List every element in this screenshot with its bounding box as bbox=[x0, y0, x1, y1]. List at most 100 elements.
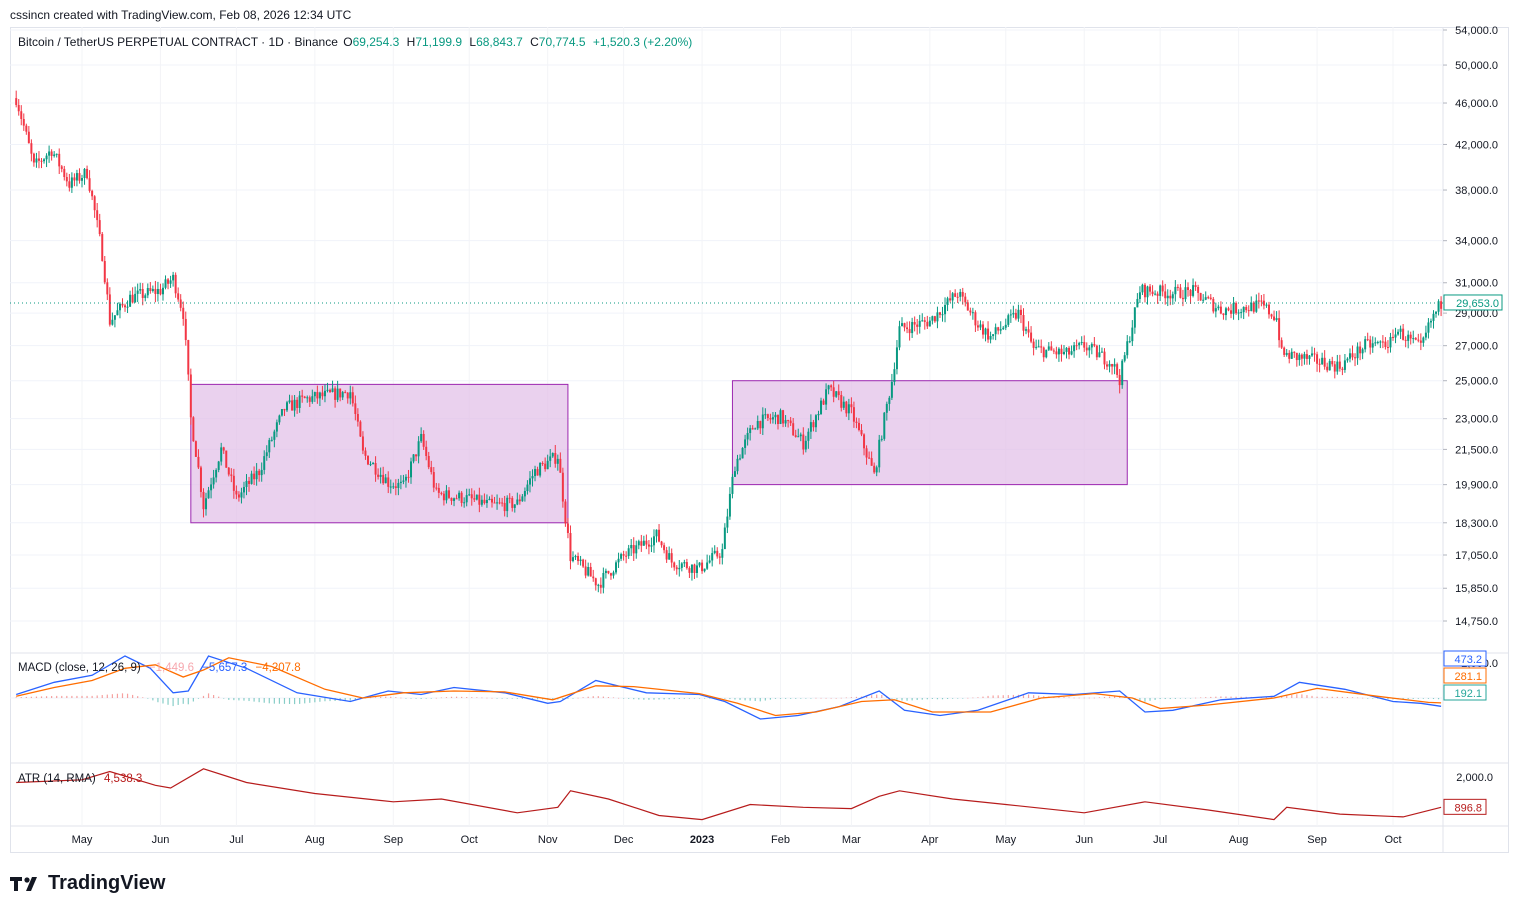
candle-body bbox=[949, 298, 952, 301]
candle-body bbox=[1364, 339, 1367, 350]
candle-body bbox=[308, 397, 311, 402]
candle-body bbox=[1174, 286, 1177, 295]
candle-body bbox=[516, 499, 519, 505]
macd-histogram-bar bbox=[688, 698, 691, 699]
candle-body bbox=[632, 545, 635, 554]
candle-body bbox=[961, 291, 964, 297]
candle-body bbox=[435, 487, 438, 489]
atr-line[interactable] bbox=[16, 768, 1442, 821]
macd-value-label: 473.2 bbox=[1454, 654, 1482, 666]
candle-body bbox=[1267, 304, 1270, 315]
last-price-badge[interactable] bbox=[1443, 294, 1503, 311]
candle-body bbox=[316, 392, 319, 399]
candle-body bbox=[1235, 303, 1238, 314]
candle-body bbox=[574, 555, 577, 558]
macd-histogram-bar bbox=[729, 698, 731, 700]
candle-body bbox=[146, 288, 149, 296]
candle-body bbox=[1032, 341, 1035, 348]
candle-body bbox=[475, 494, 478, 500]
atr-value-badge[interactable] bbox=[1443, 798, 1487, 815]
candle-body bbox=[177, 293, 180, 300]
candle-body bbox=[356, 413, 359, 422]
atr-legend[interactable]: ATR (14, RMA) 4,538.3 bbox=[18, 773, 147, 785]
candle-body bbox=[923, 320, 926, 322]
macd-histogram-bar bbox=[182, 698, 184, 704]
candle-body bbox=[754, 428, 757, 430]
candle-body bbox=[706, 562, 709, 569]
candle-body bbox=[746, 433, 749, 440]
time-tick-label: May bbox=[995, 834, 1016, 846]
macd-value-badge[interactable] bbox=[1443, 650, 1487, 667]
candle-body bbox=[463, 502, 466, 504]
atr-value: 4,538.3 bbox=[103, 773, 143, 785]
candle-body bbox=[546, 460, 549, 470]
macd-legend[interactable]: MACD (close, 12, 26, 9) −1,449.6 −5,657.… bbox=[18, 662, 306, 674]
candle-body bbox=[911, 322, 914, 334]
symbol-legend[interactable]: Bitcoin / TetherUS PERPETUAL CONTRACT · … bbox=[18, 35, 696, 49]
chart-frame[interactable] bbox=[10, 27, 1509, 853]
macd-value-badge[interactable] bbox=[1443, 684, 1487, 701]
candle-body bbox=[944, 305, 947, 315]
macd-histogram-bar bbox=[1351, 697, 1354, 698]
candle-body bbox=[1333, 364, 1336, 372]
candle-body bbox=[928, 320, 931, 327]
candle-body bbox=[708, 560, 711, 563]
candle-body bbox=[571, 557, 574, 562]
candle-body bbox=[645, 540, 648, 545]
macd-histogram-bar bbox=[921, 698, 923, 700]
macd-line[interactable] bbox=[16, 655, 1442, 720]
candle-body bbox=[410, 461, 413, 478]
candle-body bbox=[220, 447, 223, 462]
candle-body bbox=[673, 562, 676, 568]
macd-histogram-bar bbox=[278, 698, 281, 704]
candle-body bbox=[941, 314, 944, 316]
candle-body bbox=[508, 497, 511, 499]
candle-body bbox=[1283, 347, 1286, 355]
candle-body bbox=[207, 490, 210, 499]
macd-histogram-bar bbox=[941, 698, 944, 700]
candle-body bbox=[1219, 306, 1222, 314]
candle-body bbox=[460, 492, 463, 503]
macd-histogram-bar bbox=[1417, 698, 1419, 699]
candle-body bbox=[144, 295, 147, 298]
candle-body bbox=[850, 404, 853, 408]
candle-body bbox=[101, 234, 104, 262]
candle-body bbox=[1298, 354, 1301, 361]
macd-signal-line[interactable] bbox=[16, 657, 1442, 717]
candle-body bbox=[1040, 346, 1043, 348]
macd-histogram-bar bbox=[602, 696, 604, 698]
macd-histogram-bar bbox=[1296, 694, 1298, 698]
macd-histogram-bar bbox=[663, 698, 665, 700]
candle-body bbox=[528, 478, 531, 485]
macd-histogram-bar bbox=[724, 698, 726, 699]
candle-body bbox=[981, 324, 984, 335]
range-box[interactable] bbox=[731, 380, 1128, 486]
macd-value-badge[interactable] bbox=[1443, 667, 1487, 684]
candle-body bbox=[1351, 353, 1354, 358]
macd-histogram-bar bbox=[1078, 697, 1080, 699]
symbol-name[interactable]: Bitcoin / TetherUS PERPETUAL CONTRACT · … bbox=[18, 35, 338, 49]
candle-body bbox=[1397, 331, 1400, 335]
macd-histogram-bar bbox=[1432, 698, 1435, 700]
candle-body bbox=[655, 529, 658, 537]
macd-histogram-bar bbox=[946, 698, 949, 699]
macd-title[interactable]: MACD (close, 12, 26, 9) bbox=[18, 662, 141, 674]
candle-body bbox=[215, 469, 218, 478]
candle-body bbox=[787, 420, 790, 422]
macd-histogram-bar bbox=[855, 696, 858, 698]
candle-body bbox=[1303, 354, 1306, 359]
time-tick-label: Sep bbox=[384, 834, 404, 846]
macd-histogram-bar bbox=[1194, 697, 1197, 699]
candle-body bbox=[184, 318, 187, 341]
candle-body bbox=[521, 496, 524, 502]
candle-body bbox=[1068, 347, 1071, 355]
tradingview-logo[interactable]: TradingView bbox=[10, 872, 165, 895]
atr-title[interactable]: ATR (14, RMA) bbox=[18, 773, 96, 785]
macd-histogram-bar bbox=[582, 697, 584, 698]
candle-body bbox=[847, 404, 850, 414]
candle-body bbox=[640, 541, 643, 546]
macd-histogram-bar bbox=[45, 696, 48, 698]
macd-histogram-bar bbox=[1033, 695, 1035, 698]
candle-body bbox=[1088, 347, 1091, 351]
